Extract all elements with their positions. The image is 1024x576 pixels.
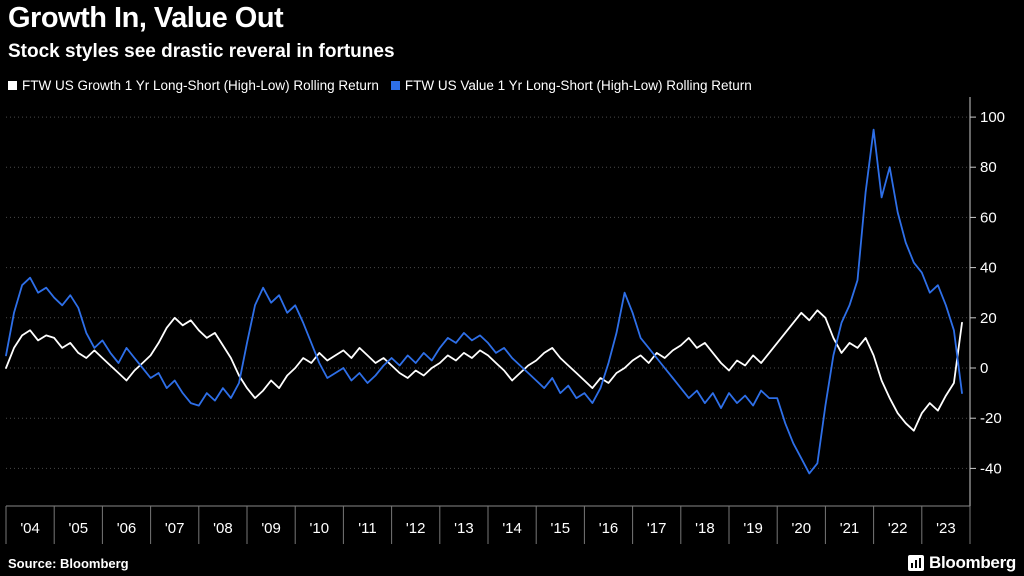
x-tick-label: '17 (647, 520, 667, 537)
x-tick-label: '13 (454, 520, 474, 537)
x-tick-label: '15 (551, 520, 571, 537)
page-title: Growth In, Value Out (8, 2, 284, 34)
x-tick-label: '23 (936, 520, 956, 537)
x-tick-label: '05 (69, 520, 89, 537)
chart-plot: 100 80 60 40 20 0 -20 -40 '04 '05 '06 '07 '08 '09 '10 '… (5, 97, 1005, 544)
x-tick-label: '10 (310, 520, 330, 537)
legend: FTW US Growth 1 Yr Long-Short (High-Low)… (8, 78, 752, 93)
legend-label-growth: FTW US Growth 1 Yr Long-Short (High-Low)… (22, 78, 379, 93)
x-tick-label: '22 (888, 520, 908, 537)
x-tick-label: '04 (20, 520, 40, 537)
series-line-value (5, 128, 963, 475)
y-tick-label: 80 (980, 159, 997, 176)
y-tick-label: -40 (980, 460, 1002, 477)
page-subtitle: Stock styles see drastic reveral in fort… (8, 41, 395, 62)
bloomberg-logo: Bloomberg (907, 553, 1016, 573)
source-credit: Source: Bloomberg (8, 555, 129, 571)
legend-item-value: FTW US Value 1 Yr Long-Short (High-Low) … (390, 78, 752, 93)
y-tick-label: 100 (980, 109, 1005, 126)
legend-swatch-growth (8, 81, 17, 90)
series-line-growth (5, 309, 963, 432)
footer: Source: Bloomberg Bloomberg (0, 552, 1024, 574)
x-tick-label: '09 (261, 520, 281, 537)
x-tick-label: '08 (213, 520, 233, 537)
x-tick-label: '21 (840, 520, 860, 537)
y-tick-label: 60 (980, 209, 997, 226)
x-tick-label: '14 (502, 520, 522, 537)
x-tick-label: '07 (165, 520, 185, 537)
y-tick-label: 0 (980, 360, 988, 377)
x-tick-label: '18 (695, 520, 715, 537)
x-tick-label: '12 (406, 520, 426, 537)
bloomberg-logo-icon (907, 555, 924, 571)
y-tick-label: -20 (980, 410, 1002, 427)
legend-swatch-value (390, 81, 400, 90)
x-tick-label: '06 (117, 520, 137, 537)
x-tick-label: '20 (792, 520, 812, 537)
bloomberg-logo-text: Bloomberg (928, 553, 1016, 572)
x-tick-label: '16 (599, 520, 619, 537)
x-tick-label: '11 (358, 520, 376, 537)
legend-item-growth: FTW US Growth 1 Yr Long-Short (High-Low)… (8, 78, 379, 93)
y-tick-label: 20 (980, 310, 997, 327)
x-tick-label: '19 (743, 520, 763, 537)
y-tick-label: 40 (980, 260, 997, 277)
legend-label-value: FTW US Value 1 Yr Long-Short (High-Low) … (404, 78, 752, 93)
